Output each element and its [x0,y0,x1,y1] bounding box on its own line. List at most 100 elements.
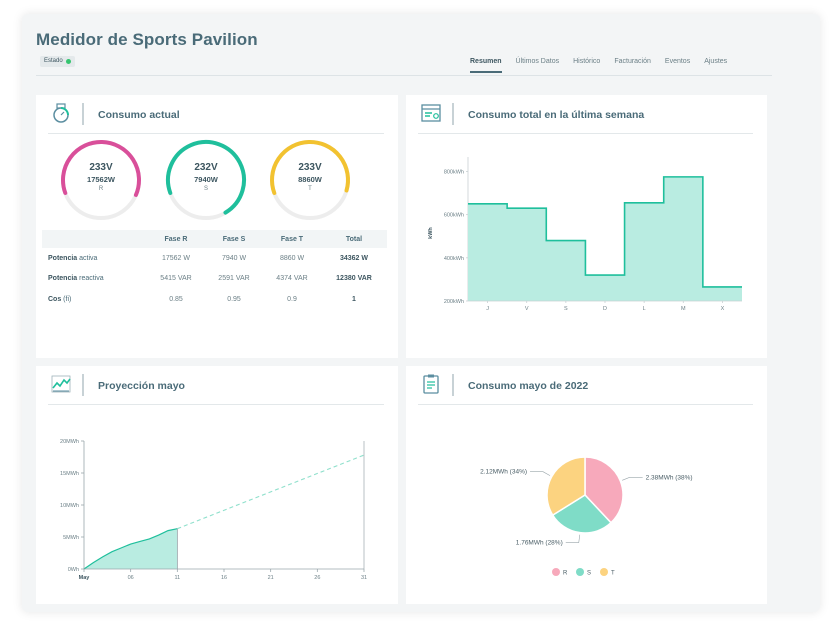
card-rule [418,133,753,134]
page-title: Medidor de Sports Pavilion [36,30,258,49]
table-cell-total: 12380 VAR [336,275,372,283]
tab-resumen[interactable]: Resumen [470,58,502,73]
legend-label: T [611,570,615,576]
weekly-consumption-chart: 800kWh 600kWh 400kWh 200kWh kWh J V S D L M X [428,157,742,312]
gauge-phase-s: 232V 7940W S [163,137,249,223]
pie-slice-t [546,456,586,517]
status-badge: Estado [40,56,75,67]
actual-area [84,528,178,569]
x-tick-label: May [79,575,91,581]
table-cell: 5415 VAR [160,275,192,283]
pie-label: 2.38MWh (38%) [646,474,693,481]
card-title-separator [82,103,84,125]
tab-ultimos-datos[interactable]: Últimos Datos [515,58,560,65]
status-dot-icon [65,59,71,64]
y-tick-label: 200kWh [444,299,464,305]
gauge-phase: S [203,186,208,192]
area-fill [468,176,742,301]
card-rule [418,404,753,405]
y-tick-label: 800kWh [444,169,464,175]
row-label-bold: Potencia [48,254,78,262]
x-tick-label: 06 [128,575,134,581]
gauge-voltage: 233V [89,162,113,173]
table-header: Fase T [263,230,321,248]
card-rule [48,133,384,134]
gauge-phase: R [98,186,104,192]
table-cell: 7940 W [221,254,247,262]
y-tick-label: 10MWh [60,503,79,509]
trend-chart-icon [51,375,71,393]
tab-bar: Resumen Últimos Datos Histórico Facturac… [470,58,727,73]
gauge-voltage: 233V [298,162,322,173]
pie-label: 2.12MWh (34%) [480,469,527,476]
card-title-separator [82,374,84,396]
pie-leader-line [530,471,551,476]
pie-leader-line [622,477,643,481]
table-cell: 4374 VAR [276,275,308,283]
x-tick-label: D [603,306,607,312]
row-label: Potencia reactiva [42,269,147,290]
table-cell: 2591 VAR [218,275,250,283]
projection-line [177,454,365,530]
card-title: Proyección mayo [98,380,185,392]
pie-label: 1.76MWh (28%) [516,540,563,547]
row-label: Cos (fi) [42,289,147,310]
gauge-phase-t: 233V 8860W T [267,137,353,223]
row-label: Potencia activa [42,248,147,269]
legend-marker [552,568,560,576]
x-tick-label: 31 [361,575,367,581]
table-header: Fase S [205,230,263,248]
tab-historico[interactable]: Histórico [573,58,601,65]
table-header-empty [42,230,147,248]
card-title: Consumo total en la última semana [468,109,645,121]
gauge-voltage: 232V [194,162,218,173]
tabs-divider [36,75,772,76]
y-tick-label: 600kWh [444,213,464,219]
table-cell-total: 34362 W [339,254,369,262]
pie-leader-line [565,534,581,543]
card-title: Consumo mayo de 2022 [468,380,589,392]
card-consumo-mayo: Consumo mayo de 2022 2.38MWh (38%) 1.76MW… [406,366,767,604]
tab-facturacion[interactable]: Facturación [614,58,651,65]
y-tick-label: 400kWh [444,256,464,262]
x-tick-label: M [681,306,686,312]
card-consumo-actual: Consumo actual 233V 17562W R 232V 7940W … [36,95,398,358]
tab-ajustes[interactable]: Ajustes [704,58,728,65]
table-header: Total [321,230,387,248]
row-label-rest: (fi) [61,295,72,303]
y-axis-label: kWh [428,227,434,239]
gauge-power: 17562W [87,175,115,184]
table-cell: 17562 W [161,254,191,262]
legend-label: R [563,570,568,576]
table-cell: 0.95 [227,295,241,303]
card-title: Consumo actual [98,109,180,121]
gauge-power: 7940W [194,175,218,184]
clipboard-icon [423,374,439,394]
card-proyeccion: Proyección mayo 20MWh 15MWh 10MWh 5MWh 0Wh Ma… [36,366,398,604]
x-tick-label: S [564,306,568,312]
gauge-phase-r: 233V 17562W R [58,137,144,223]
x-tick-label: 11 [174,575,180,581]
gauge-arc-t [270,140,350,195]
card-title-separator [452,103,454,125]
x-tick-label: 26 [314,575,320,581]
table-row: Potencia reactiva 5415 VAR 2591 VAR 4374… [42,269,387,290]
table-row: Potencia activa 17562 W 7940 W 8860 W 34… [42,248,387,269]
legend-marker [600,568,608,576]
gauge-arc-r [61,140,141,197]
table-cell: 8860 W [279,254,305,262]
tab-eventos[interactable]: Eventos [664,58,691,65]
row-label-bold: Cos [48,295,62,303]
legend-label: S [587,570,591,576]
status-label: Estado [44,58,63,64]
pie-slice-s [551,494,613,534]
y-tick-label: 5MWh [63,535,79,541]
card-title-separator [452,374,454,396]
power-table: Fase R Fase S Fase T Total Potencia acti… [42,230,387,310]
x-tick-label: V [525,306,529,312]
table-cell: 0.85 [169,295,183,303]
gauge-arc-s [166,140,246,215]
gauge-power: 8860W [298,175,322,184]
table-cell-total: 1 [352,295,356,303]
